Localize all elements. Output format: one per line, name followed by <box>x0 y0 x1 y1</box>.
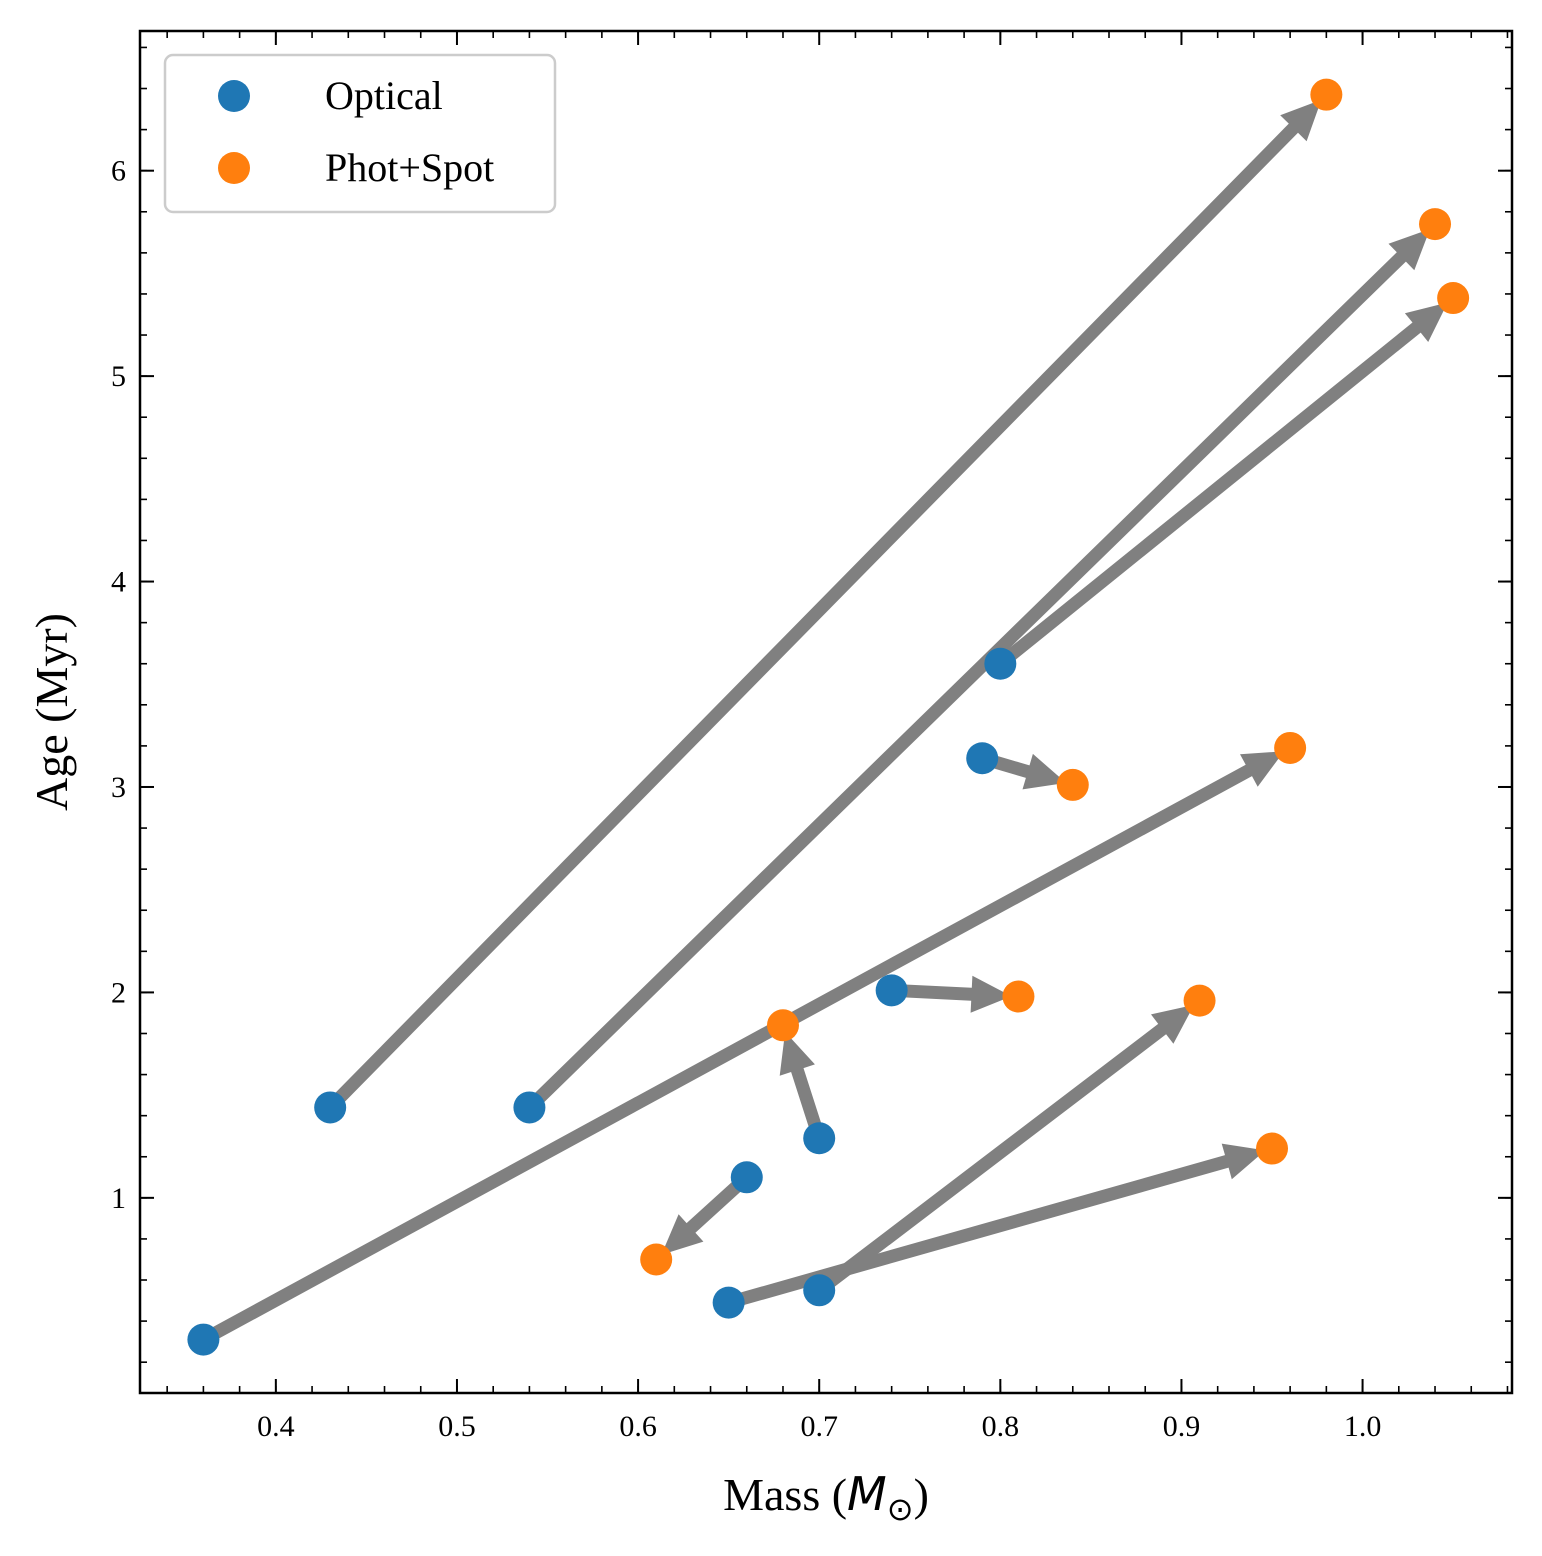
y-axis-title: Age (Myr) <box>26 613 77 811</box>
x-tick-label: 0.4 <box>257 1410 295 1443</box>
x-axis-title: Mass (M⊙) <box>723 1467 929 1528</box>
y-tick-label: 3 <box>111 771 126 804</box>
photspot-point <box>1056 768 1089 801</box>
ticks-layer: 0.4 0.5 0.6 0.7 0.8 0.9 1.0 1 2 3 4 5 6 <box>111 31 1512 1443</box>
y-tick-label: 2 <box>111 976 126 1009</box>
shift-arrow <box>996 302 1448 669</box>
plot-frame <box>138 29 1514 1395</box>
optical-point <box>803 1274 836 1307</box>
legend-marker-optical <box>218 80 250 112</box>
legend: Optical Phot+Spot <box>163 53 557 214</box>
optical-point <box>984 647 1017 680</box>
legend-label-optical: Optical <box>325 73 443 118</box>
optical-point <box>513 1091 546 1124</box>
x-tick-label: 0.9 <box>1163 1410 1201 1443</box>
photspot-point <box>1002 980 1035 1013</box>
arrows-layer <box>200 99 1448 1346</box>
optical-point <box>875 974 908 1007</box>
shift-arrow <box>779 1031 826 1141</box>
legend-label-photspot: Phot+Spot <box>325 145 494 190</box>
x-axis-title-subscript: ⊙ <box>887 1490 914 1528</box>
optical-point <box>730 1161 763 1194</box>
x-tick-label: 0.5 <box>438 1410 476 1443</box>
photspot-point <box>1437 282 1470 315</box>
shift-arrow <box>661 1172 752 1255</box>
x-axis-title-symbol: M <box>847 1467 887 1521</box>
x-tick-label: 0.8 <box>982 1410 1020 1443</box>
shift-arrow <box>891 975 1012 1013</box>
photspot-point <box>640 1243 673 1276</box>
photspot-point <box>1256 1132 1289 1165</box>
shift-arrow <box>524 229 1430 1113</box>
legend-box <box>163 53 557 214</box>
x-axis-title-text: Mass ( <box>723 1469 847 1520</box>
x-tick-label: 0.7 <box>800 1410 838 1443</box>
x-tick-label: 0.6 <box>619 1410 657 1443</box>
optical-point <box>966 742 999 775</box>
x-tick-label: 1.0 <box>1344 1410 1382 1443</box>
shift-arrow <box>815 1004 1194 1296</box>
shift-arrow <box>200 751 1284 1346</box>
photspot-point <box>1183 984 1216 1017</box>
x-axis-title-close: ) <box>914 1469 929 1520</box>
y-tick-label: 1 <box>111 1182 126 1215</box>
legend-marker-photspot <box>218 152 250 184</box>
optical-point <box>314 1091 347 1124</box>
shift-arrow <box>726 1143 1266 1309</box>
shift-arrow <box>980 752 1067 790</box>
shift-arrow <box>325 99 1322 1112</box>
y-tick-label: 4 <box>111 566 126 599</box>
photspot-point <box>1274 731 1307 764</box>
photspot-point <box>1419 208 1452 241</box>
optical-point <box>187 1323 220 1356</box>
photspot-point <box>766 1009 799 1042</box>
y-tick-label: 6 <box>111 155 126 188</box>
points-layer <box>187 78 1470 1356</box>
y-tick-label: 5 <box>111 360 126 393</box>
optical-point <box>803 1122 836 1155</box>
photspot-point <box>1310 78 1343 111</box>
optical-point <box>712 1286 745 1319</box>
